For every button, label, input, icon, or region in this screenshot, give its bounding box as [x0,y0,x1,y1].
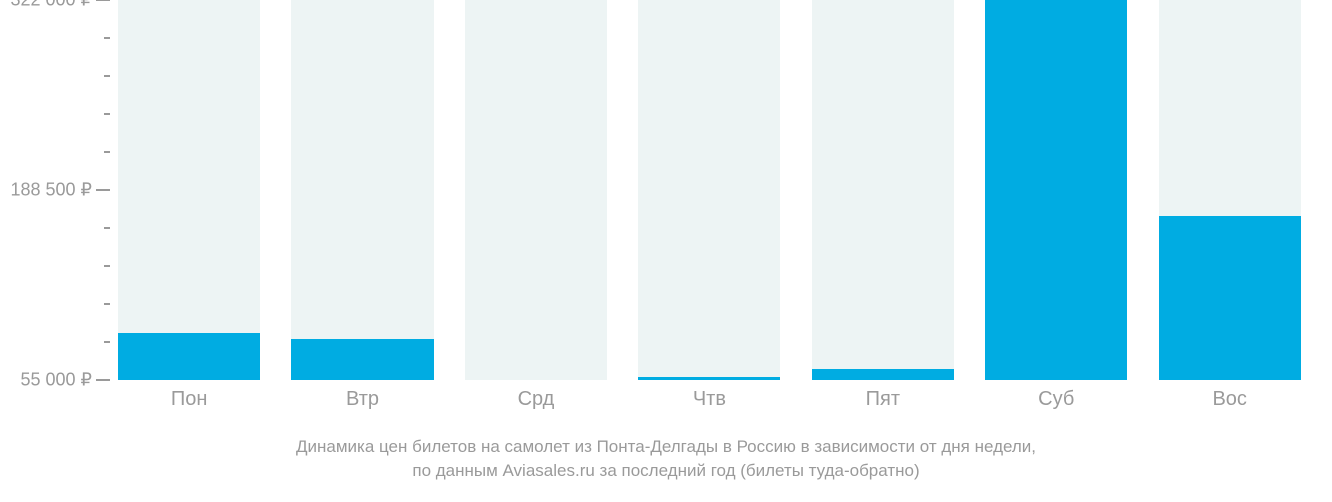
bar-slot [812,0,954,380]
y-axis-minor-tick [104,75,110,77]
y-axis-minor-tick [104,37,110,39]
price-by-weekday-chart: 322 000 ₽188 500 ₽55 000 ₽ ПонВтрСрдЧтвП… [0,0,1332,502]
bar [291,339,433,380]
bar-slot [638,0,780,380]
bar-background [465,0,607,380]
bar-slot [118,0,260,380]
chart-caption-line-2: по данным Aviasales.ru за последний год … [0,460,1332,483]
y-axis-minor-tick [104,227,110,229]
bar-background [118,0,260,380]
y-axis-minor-tick [104,303,110,305]
x-axis-label: Втр [346,388,379,411]
y-axis-major-tick [96,0,110,1]
y-axis-label: 55 000 ₽ [20,370,92,391]
y-axis-minor-tick [104,265,110,267]
bar-background [291,0,433,380]
y-axis: 322 000 ₽188 500 ₽55 000 ₽ [0,0,118,380]
y-axis-label: 322 000 ₽ [10,0,92,11]
y-axis-major-tick [96,379,110,381]
x-axis-labels: Пон Втр Срд Чтв Пят Суб Вос [118,388,1332,418]
y-axis-major-tick [96,189,110,191]
x-axis-label: Пон [171,388,208,411]
bar [118,333,260,380]
bar [638,377,780,380]
x-axis-label: Суб [1038,388,1074,411]
bar-slot [985,0,1127,380]
bar-slot [291,0,433,380]
x-axis-label: Срд [518,388,555,411]
chart-caption-line-1: Динамика цен билетов на самолет из Понта… [0,436,1332,459]
bar-background [812,0,954,380]
x-axis-label: Вос [1212,388,1246,411]
x-axis-label: Чтв [693,388,726,411]
bar [985,0,1127,380]
bar [812,369,954,380]
bar-slot [1159,0,1301,380]
y-axis-minor-tick [104,151,110,153]
bar [1159,216,1301,380]
x-axis-label: Пят [866,388,900,411]
y-axis-minor-tick [104,341,110,343]
y-axis-minor-tick [104,113,110,115]
plot-area [118,0,1332,380]
bar-background [638,0,780,380]
bar-slot [465,0,607,380]
y-axis-label: 188 500 ₽ [10,180,92,201]
